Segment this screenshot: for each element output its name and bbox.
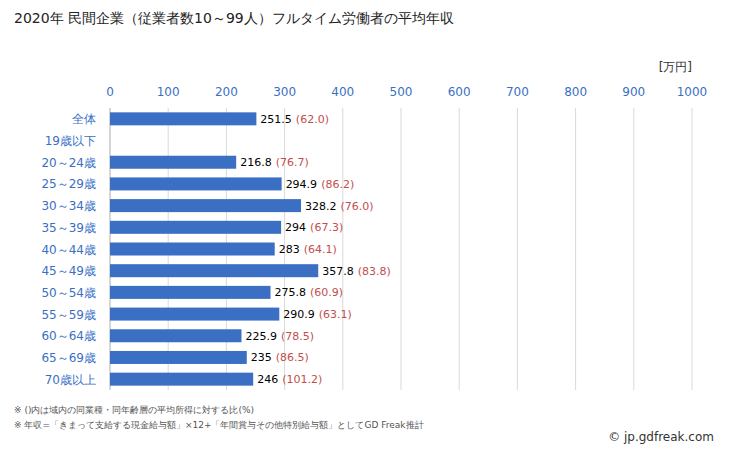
- category-label: 70歳以上: [45, 373, 96, 387]
- tick-label: 1000: [677, 85, 708, 99]
- tick-label: 900: [622, 85, 645, 99]
- grid-line: [342, 108, 343, 390]
- category-label: 55～59歳: [41, 308, 96, 322]
- value-label: 290.9: [283, 308, 315, 321]
- category-label: 45～49歳: [41, 264, 96, 278]
- data-label: 328.2 (76.0): [305, 200, 374, 213]
- title: 2020年 民間企業（従業者数10～99人）フルタイム労働者の平均年収: [14, 10, 454, 26]
- value-label: 246: [257, 373, 278, 386]
- bar: [110, 156, 236, 169]
- tick-label: 0: [106, 85, 114, 99]
- grid-line: [459, 108, 460, 390]
- bar: [110, 308, 279, 321]
- ratio-label: (64.1): [304, 243, 337, 256]
- note: ※ 年収=「きまって支給する現金給与額」×12+「年間賞与その他特別給与額」とし…: [14, 420, 424, 430]
- ratio-label: (101.2): [282, 373, 322, 386]
- grid-line: [692, 108, 693, 390]
- bar: [110, 177, 282, 190]
- data-label: 275.8(60.9): [275, 286, 344, 299]
- bar: [110, 373, 253, 386]
- tick-label: 700: [506, 85, 529, 99]
- category-label: 19歳以下: [45, 134, 96, 148]
- ratio-label: (86.2): [321, 178, 354, 191]
- data-label: 235 (86.5): [251, 351, 309, 364]
- data-label: 216.8 (76.7): [240, 156, 309, 169]
- category-label: 35～39歳: [41, 221, 96, 235]
- chart: 2020年 民間企業（従業者数10～99人）フルタイム労働者の平均年収 [万円] 0…: [0, 0, 729, 451]
- ratio-label: (62.0): [296, 113, 329, 126]
- ratio-label: (76.7): [276, 156, 309, 169]
- source: © jp.gdfreak.com: [608, 430, 714, 444]
- note: ※ ()内は域内の同業種・同年齢層の平均所得に対する比(%): [14, 405, 254, 415]
- ratio-label: (76.0): [341, 200, 374, 213]
- category-label: 60～64歳: [41, 329, 96, 343]
- bar: [110, 286, 271, 299]
- value-label: 283: [279, 243, 300, 256]
- ratio-label: (67.3): [310, 221, 343, 234]
- tick-label: 200: [215, 85, 238, 99]
- tick-label: 500: [390, 85, 413, 99]
- data-label: 283 (64.1): [279, 243, 337, 256]
- axis-unit: [万円]: [659, 60, 692, 74]
- category-label: 全体: [72, 112, 96, 126]
- category-label: 25～29歳: [41, 177, 96, 191]
- value-label: 294: [285, 221, 306, 234]
- bar: [110, 351, 247, 364]
- tick-label: 300: [273, 85, 296, 99]
- data-label: 246 (101.2): [257, 373, 322, 386]
- data-label: 294 (67.3): [285, 221, 343, 234]
- grid-line: [633, 108, 634, 390]
- tick-label: 100: [157, 85, 180, 99]
- category-label: 30～34歳: [41, 199, 96, 213]
- data-label: 251.5 (62.0): [260, 113, 329, 126]
- tick-label: 400: [331, 85, 354, 99]
- ratio-label: (83.8): [358, 265, 391, 278]
- category-label: 20～24歳: [41, 156, 96, 170]
- data-label: 290.9 (63.1): [283, 308, 352, 321]
- bar: [110, 199, 301, 212]
- value-label: 275.8: [275, 286, 307, 299]
- category-label: 65～69歳: [41, 351, 96, 365]
- value-label: 235: [251, 351, 272, 364]
- value-label: 216.8: [240, 156, 272, 169]
- category-label: 40～44歳: [41, 243, 96, 257]
- value-label: 225.9: [245, 330, 277, 343]
- bar: [110, 264, 318, 277]
- value-label: 294.9: [286, 178, 318, 191]
- ratio-label: (78.5): [281, 330, 314, 343]
- ratio-label: (86.5): [276, 351, 309, 364]
- bars: [110, 112, 318, 385]
- tick-label: 600: [448, 85, 471, 99]
- data-label: 357.8 (83.8): [322, 265, 391, 278]
- category-label: 50～54歳: [41, 286, 96, 300]
- grid-line: [401, 108, 402, 390]
- data-label: 225.9 (78.5): [245, 330, 314, 343]
- value-label: 328.2: [305, 200, 337, 213]
- bar: [110, 243, 275, 256]
- data-label: 294.9(86.2): [286, 178, 355, 191]
- ratio-label: (63.1): [319, 308, 352, 321]
- value-label: 357.8: [322, 265, 354, 278]
- value-label: 251.5: [260, 113, 292, 126]
- ratio-label: (60.9): [310, 286, 343, 299]
- tick-label: 800: [564, 85, 587, 99]
- grid-line: [517, 108, 518, 390]
- grid-line: [575, 108, 576, 390]
- bar: [110, 112, 256, 125]
- bar: [110, 329, 241, 342]
- bar: [110, 221, 281, 234]
